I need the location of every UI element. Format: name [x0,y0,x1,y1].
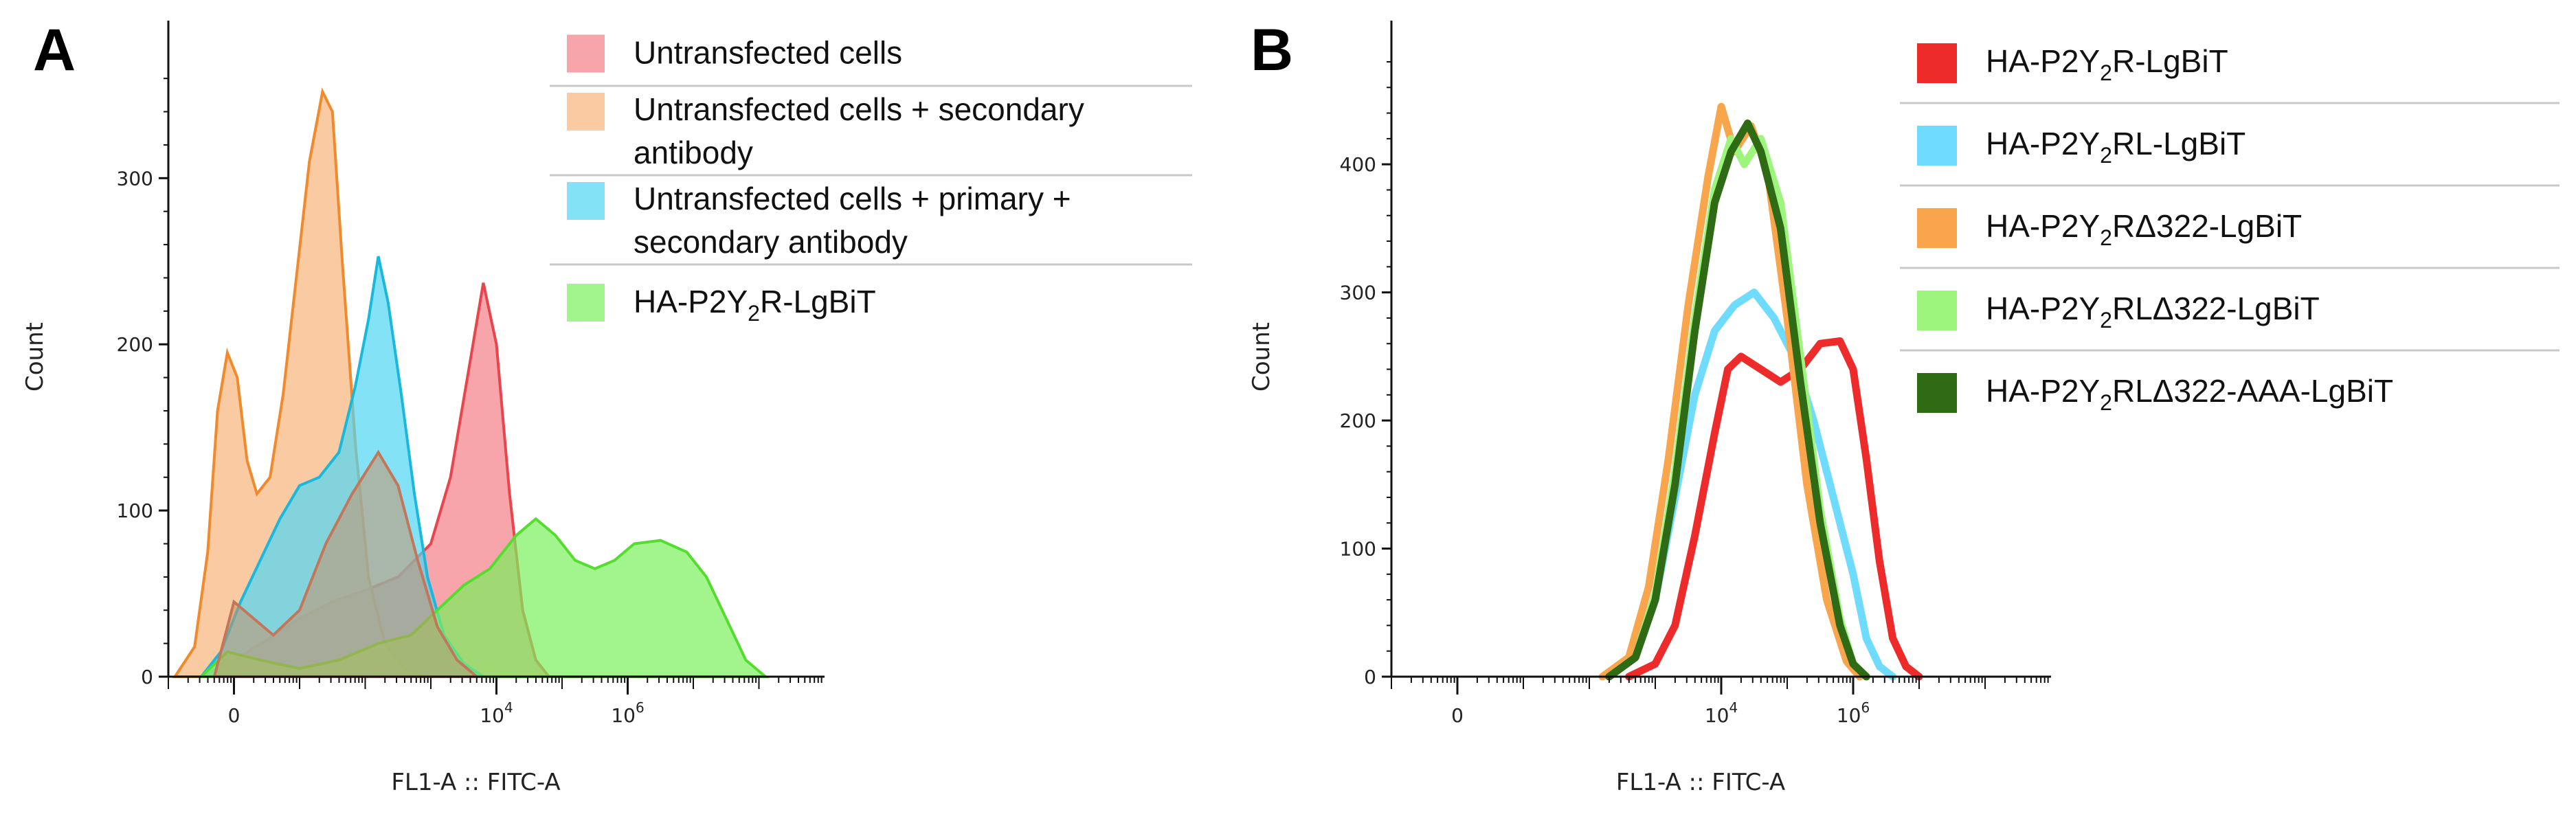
x-tick-exponent: 4 [504,699,513,716]
y-tick-label: 100 [1340,538,1376,561]
x-tick-label: 0 [1451,704,1464,727]
legend-swatch-3 [1917,291,1957,330]
y-tick-label: 300 [1340,282,1376,304]
legend-label-3: HA-P2Y2RLΔ322-LgBiT [1986,291,2320,332]
legend-suffix: R-LgBiT [760,284,876,319]
panel-letter-b: B [1251,17,1293,83]
legend-swatch-4 [1917,373,1957,413]
x-axis-title: FL1-A :: FITC-A [1616,769,1785,796]
y-axis-title: Count [1248,322,1275,392]
legend-swatch-3 [567,284,605,322]
x-axis-title: FL1-A :: FITC-A [391,769,560,796]
legend-suffix: RLΔ322-LgBiT [2112,291,2320,326]
legend-subscript: 2 [2100,308,2112,332]
legend-suffix: R-LgBiT [2112,43,2228,79]
y-tick-label: 100 [117,499,153,522]
x-tick-label: 104 [1705,699,1738,727]
x-tick-label: 104 [480,699,513,727]
legend-label-1: Untransfected cells + secondary [634,91,1084,127]
legend-swatch-1 [567,93,605,131]
legend-label-2: Untransfected cells + primary + [634,181,1071,216]
y-tick-label: 300 [117,167,153,190]
y-axis-title: Count [21,322,49,392]
x-tick-exponent: 6 [1861,699,1870,716]
legend-subscript: 2 [2100,390,2112,415]
y-tick-label: 400 [1340,153,1376,176]
x-tick-label: 0 [228,704,240,727]
legend-label-2: HA-P2Y2RΔ322-LgBiT [1986,208,2302,250]
y-tick-label: 0 [141,666,153,688]
legend-subscript: 2 [748,301,760,326]
series-area-4 [212,449,481,678]
legend-swatch-2 [567,182,605,220]
legend-label-0: Untransfected cells [634,35,902,71]
legend-subscript: 2 [2100,143,2112,168]
legend-label-1: HA-P2Y2RL-LgBiT [1986,126,2245,168]
y-tick-label: 200 [1340,409,1376,432]
legend-suffix: RL-LgBiT [2112,126,2245,161]
series-line-2 [1598,102,1864,681]
legend-subscript: 2 [2100,60,2112,85]
x-tick-exponent: 4 [1729,699,1738,716]
series-line-4 [1605,120,1870,681]
panel-letter-a: A [33,17,76,83]
legend-swatch-1 [1917,126,1957,166]
legend-label-line2-1: antibody [634,135,753,170]
legend-label-3: HA-P2Y2R-LgBiT [634,284,876,326]
y-tick-label: 0 [1364,666,1376,688]
legend-swatch-2 [1917,208,1957,248]
legend-suffix: RLΔ322-AAA-LgBiT [2112,373,2393,409]
legend-swatch-0 [1917,43,1957,83]
x-tick-exponent: 6 [636,699,645,716]
legend-label-4: HA-P2Y2RLΔ322-AAA-LgBiT [1986,373,2393,415]
legend-suffix: RΔ322-LgBiT [2112,208,2302,244]
legend-swatch-0 [567,34,605,73]
legend-label-line2-2: secondary antibody [634,224,908,260]
x-tick-label: 106 [1837,699,1870,727]
legend-label-0: HA-P2Y2R-LgBiT [1986,43,2228,85]
legend-subscript: 2 [2100,225,2112,250]
y-tick-label: 200 [117,333,153,356]
x-tick-label: 106 [611,699,644,727]
